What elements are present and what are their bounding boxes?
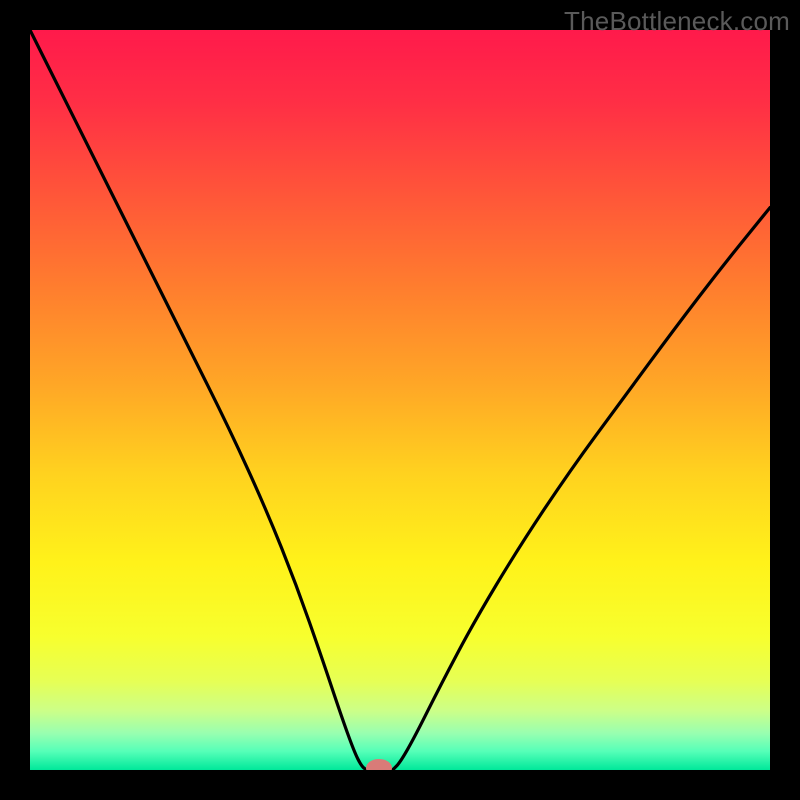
plot-area (30, 30, 770, 770)
bottleneck-curve (30, 30, 770, 770)
watermark-label: TheBottleneck.com (564, 6, 790, 37)
